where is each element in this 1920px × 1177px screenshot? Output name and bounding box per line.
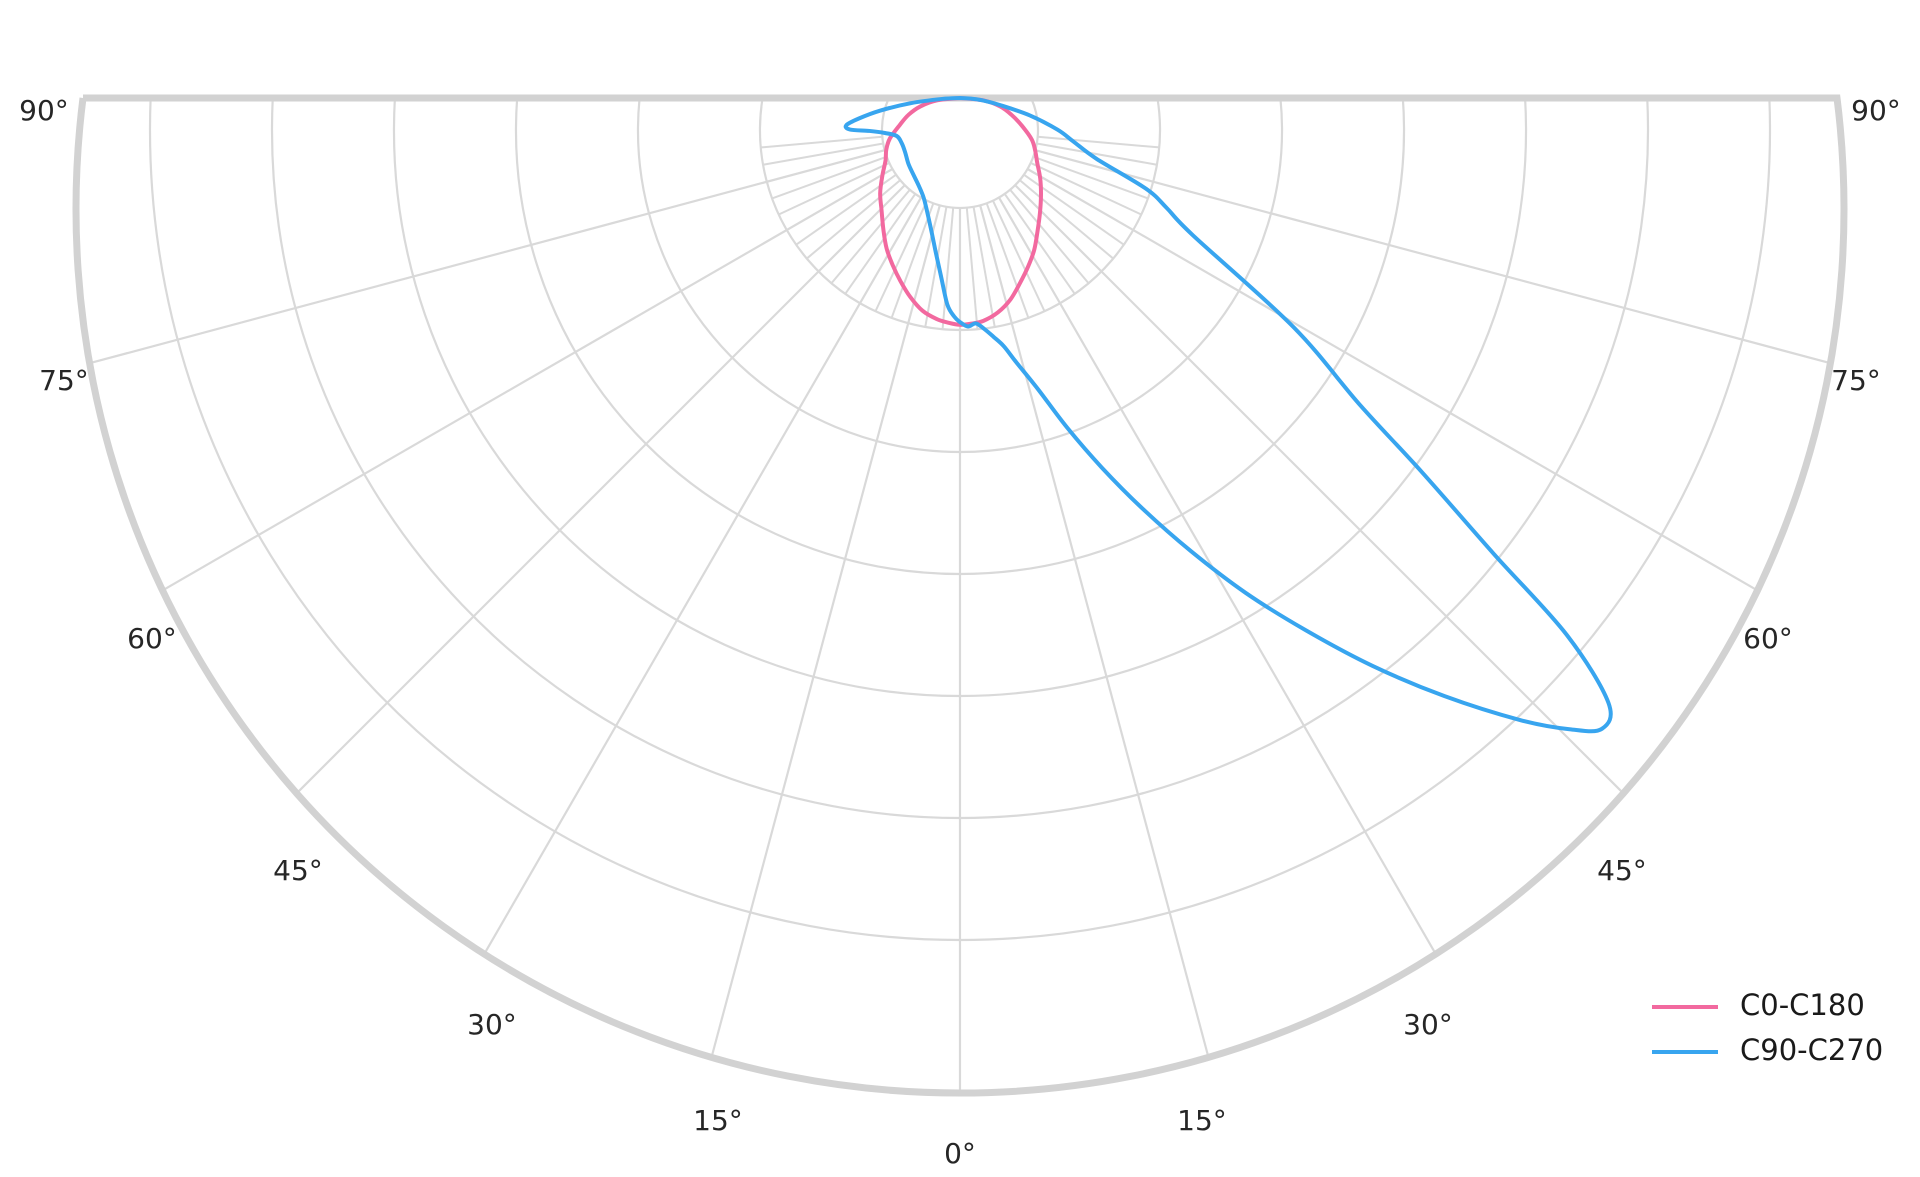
minor-fan-line	[874, 200, 928, 312]
series-c90-c270-curve	[843, 96, 1613, 734]
legend-item-c90-c270: C90-C270	[1652, 1033, 1883, 1067]
series-curves	[843, 96, 1613, 734]
minor-fan-line	[1009, 189, 1090, 284]
legend: C0-C180 C90-C270	[1652, 988, 1883, 1067]
series-c0-c180-curve	[878, 96, 1043, 327]
minor-fan-line	[778, 162, 890, 216]
legend-item-c0-c180: C0-C180	[1652, 988, 1865, 1022]
minor-fan-line	[830, 189, 911, 284]
minor-fan-line	[1032, 155, 1149, 200]
gamma-angle-labels: 90° 75° 60° 45° 30° 15° 0° 15° 30° 45° 60° 75° 90°	[19, 94, 1901, 1170]
radial-gridline-75-right	[1035, 149, 1831, 365]
minor-fan-line	[806, 179, 901, 260]
gamma-label-right-90: 90°	[1851, 94, 1901, 127]
radial-gridline-45-right	[1014, 184, 1625, 795]
minor-fan-line	[762, 142, 884, 166]
minor-fan-line	[992, 200, 1046, 312]
minor-fan-line	[1030, 162, 1142, 216]
radial-ring-1	[880, 97, 1040, 210]
polar-grid	[72, 94, 1848, 1097]
chart-outer-boundary	[72, 94, 1848, 1097]
gamma-label-right-45: 45°	[1597, 854, 1647, 887]
gamma-label-left-90: 90°	[19, 94, 69, 127]
minor-fan-line	[972, 206, 996, 328]
gamma-label-right-75: 75°	[1831, 364, 1881, 397]
radial-gridline-45-left	[295, 184, 906, 795]
radial-gridline-75-left	[89, 149, 885, 365]
minor-fan-line	[965, 207, 979, 330]
gamma-label-left-75: 75°	[39, 364, 89, 397]
minor-fan-line	[1003, 193, 1076, 295]
radial-gridline-30-right	[998, 196, 1437, 955]
gamma-label-left-60: 60°	[127, 622, 177, 655]
legend-label: C90-C270	[1740, 1033, 1883, 1067]
gamma-label-left-15: 15°	[693, 1104, 743, 1137]
minor-fan-line	[1019, 179, 1114, 260]
legend-label: C0-C180	[1740, 988, 1865, 1022]
gamma-label-right-30: 30°	[1403, 1008, 1453, 1041]
minor-fan-line	[941, 207, 955, 330]
gamma-label-right-15: 15°	[1177, 1104, 1227, 1137]
gamma-label-right-60: 60°	[1743, 622, 1793, 655]
minor-fan-line	[890, 202, 935, 319]
minor-fan-line	[760, 135, 883, 149]
minor-fan-line	[771, 155, 888, 200]
radial-gridline-60-left	[161, 168, 894, 592]
minor-fan-line	[924, 206, 948, 328]
radial-gridline-60-right	[1026, 168, 1759, 592]
gamma-label-left-45: 45°	[273, 854, 323, 887]
minor-fan-line	[1037, 135, 1160, 149]
gamma-label-left-30: 30°	[467, 1008, 517, 1041]
minor-fan-line	[985, 202, 1030, 319]
minor-fan-line	[1036, 142, 1158, 166]
radial-gridline-15-left	[710, 205, 941, 1058]
radial-gridline-30-left	[483, 196, 922, 955]
minor-fan-line	[844, 193, 917, 295]
radial-gridline-15-right	[979, 205, 1210, 1058]
gamma-label-center-0: 0°	[944, 1137, 976, 1170]
